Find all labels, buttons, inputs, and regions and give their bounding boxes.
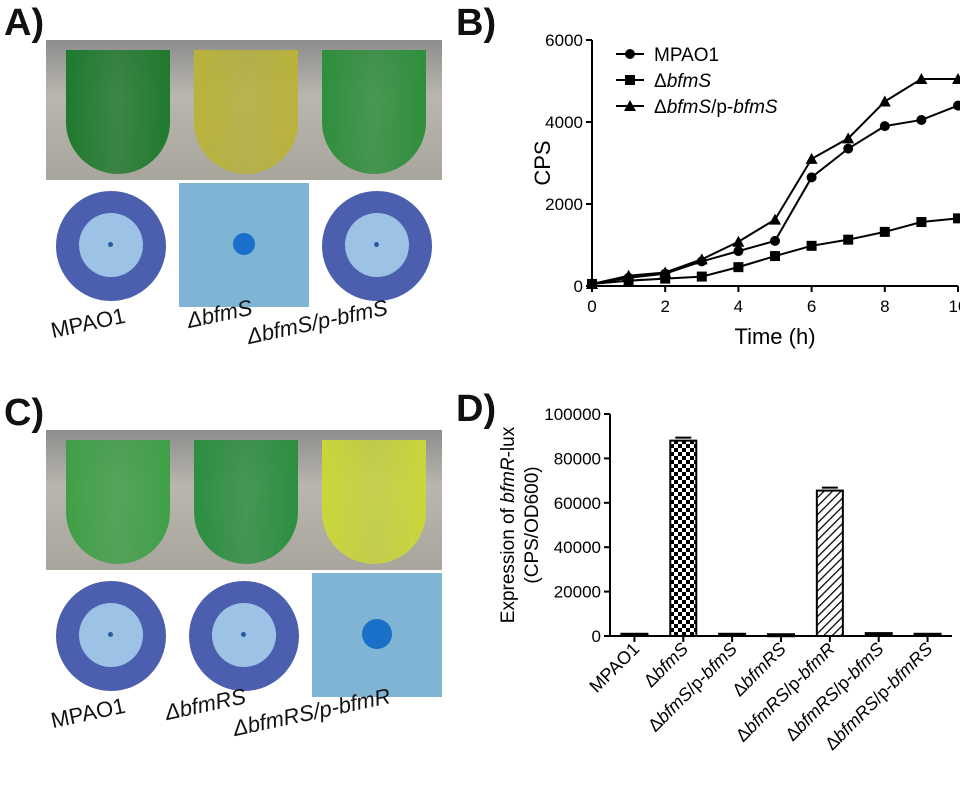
data-point: [842, 132, 855, 144]
panel-a-tube-photo: [46, 40, 442, 180]
y-axis-label-units: (CPS/OD600): [522, 466, 543, 583]
x-tick-label: 10: [949, 297, 960, 316]
legend-marker: [625, 49, 635, 59]
tube-bfms-complemented: [322, 50, 426, 174]
bar: [864, 632, 893, 637]
data-point: [879, 226, 890, 237]
dish-c-bfmrs-bfmr: [312, 573, 442, 697]
panel-letter-b: B): [456, 2, 497, 44]
data-point: [915, 72, 928, 84]
panel-letter-a: A): [4, 2, 45, 44]
y-tick-label: 4000: [545, 113, 583, 132]
panel-c-dish-photo: [46, 573, 442, 697]
tube-mpao1: [66, 50, 170, 174]
panel-c-tube-photo: [46, 430, 442, 570]
data-point: [843, 234, 854, 245]
bar: [620, 632, 649, 637]
x-tick-label: MPAO1: [585, 639, 643, 697]
bar: [767, 633, 795, 638]
legend-label: ΔbfmS: [654, 71, 711, 92]
label-a-mpao1: MPAO1: [48, 302, 128, 344]
bar: [718, 632, 747, 637]
data-point: [695, 253, 708, 265]
panel-letter-d: D): [456, 388, 497, 430]
data-point: [806, 240, 817, 251]
data-point: [843, 143, 854, 154]
legend-marker: [625, 75, 635, 85]
x-tick-label: 4: [734, 297, 743, 316]
label-c-mpao1: MPAO1: [48, 692, 128, 734]
y-tick-label: 100000: [544, 405, 601, 424]
dish-mpao1: [46, 183, 176, 307]
y-tick-label: 80000: [554, 449, 601, 468]
y-tick-label: 60000: [554, 494, 601, 513]
data-point: [952, 72, 960, 84]
data-point: [659, 266, 672, 278]
y-axis-label: CPS: [530, 140, 555, 185]
y-tick-label: 0: [574, 277, 583, 296]
data-point: [878, 95, 891, 107]
data-point: [953, 213, 960, 224]
y-axis-label: Expression of bfmR-lux: [498, 426, 519, 623]
data-point: [622, 269, 635, 281]
data-point: [879, 121, 890, 132]
legend-marker: [624, 100, 636, 111]
x-tick-label: 8: [880, 297, 889, 316]
dish-bfms-complemented: [312, 183, 442, 307]
data-point: [769, 213, 781, 225]
x-tick-label: ΔbfmS/p-bfmS: [644, 639, 741, 736]
panel-a-dish-photo: [46, 183, 442, 307]
data-point: [660, 273, 671, 284]
panel-letter-c: C): [4, 392, 45, 434]
tube-bfms: [194, 50, 298, 174]
data-point: [953, 100, 960, 111]
y-tick-label: 0: [592, 627, 601, 646]
y-tick-label: 6000: [545, 31, 583, 50]
tube-c-bfmrs: [194, 440, 298, 564]
data-point: [770, 251, 780, 262]
x-tick-label: 0: [587, 297, 596, 316]
data-point: [916, 114, 927, 125]
legend-label: ΔbfmS/p-bfmS: [654, 97, 778, 118]
y-tick-label: 40000: [554, 538, 601, 557]
data-point: [806, 172, 817, 183]
x-tick-label: 2: [660, 297, 669, 316]
data-point: [696, 271, 707, 282]
panel-b-line-chart: 0 2000 4000 6000 0 2 4 6 8 10 Time (h) CPS MPAO1 Δbfm…: [530, 31, 960, 349]
y-tick-label: 20000: [554, 583, 601, 602]
data-point: [733, 246, 744, 257]
x-tick-label: 6: [807, 297, 816, 316]
bar: [815, 489, 844, 637]
y-tick-label: 2000: [545, 195, 583, 214]
data-point: [733, 262, 744, 273]
data-point: [770, 235, 780, 246]
data-point: [916, 217, 927, 228]
dish-c-mpao1: [46, 573, 176, 697]
legend-label: MPAO1: [654, 45, 719, 66]
dish-bfms: [179, 183, 309, 307]
dish-c-bfmrs: [179, 573, 309, 697]
data-point: [805, 152, 818, 164]
tube-c-mpao1: [66, 440, 170, 564]
x-axis-label: Time (h): [734, 324, 815, 349]
panel-d-bar-chart: 0 20000 40000 60000 80000 100000 Expression of…: [498, 405, 952, 754]
bar: [913, 632, 942, 637]
data-point: [732, 235, 745, 247]
data-point: [586, 277, 598, 289]
tube-c-bfmrs-bfmr: [322, 440, 426, 564]
bar: [669, 439, 698, 637]
